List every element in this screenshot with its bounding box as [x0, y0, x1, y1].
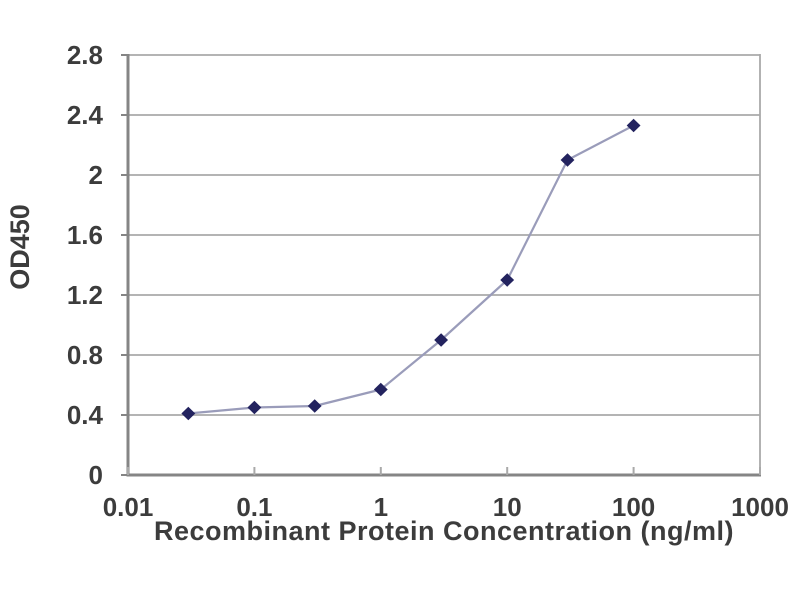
data-point-marker [626, 118, 641, 133]
y-tick-label: 2.8 [67, 40, 103, 70]
x-tick-label: 1 [374, 492, 388, 522]
y-tick-label: 1.6 [67, 220, 103, 250]
x-tick-label: 1000 [731, 492, 789, 522]
x-tick-label: 0.01 [103, 492, 154, 522]
data-point-marker [307, 399, 322, 413]
x-tick-label: 10 [493, 492, 522, 522]
data-point-marker [181, 406, 196, 421]
data-point-marker [373, 382, 388, 397]
x-axis-title: Recombinant Protein Concentration (ng/ml… [153, 516, 734, 546]
y-axis-title: OD450 [5, 204, 35, 290]
x-tick-label: 100 [612, 492, 655, 522]
y-tick-label: 0.8 [67, 340, 103, 370]
data-point-marker [247, 400, 262, 415]
data-point-marker [434, 333, 449, 347]
y-tick-label: 1.2 [67, 280, 103, 310]
y-tick-label: 2.4 [67, 100, 104, 130]
x-tick-label: 0.1 [236, 492, 272, 522]
y-tick-label: 0.4 [67, 400, 104, 430]
data-point-marker [560, 153, 575, 167]
y-tick-label: 0 [89, 460, 103, 490]
y-tick-label: 2 [89, 160, 103, 190]
series-line [188, 124, 635, 415]
data-point-marker [500, 273, 515, 287]
